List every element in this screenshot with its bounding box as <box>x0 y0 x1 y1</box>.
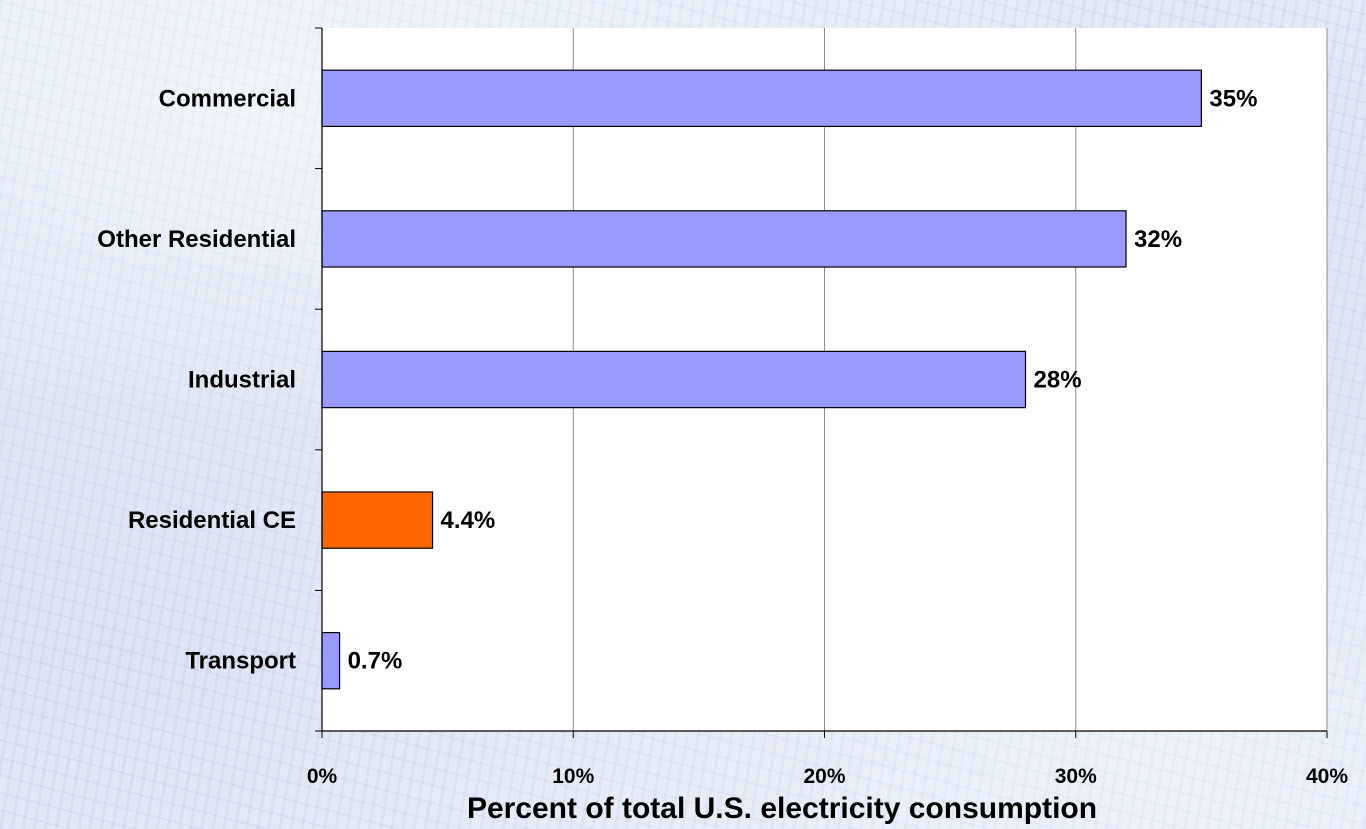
data-label: 28% <box>1034 367 1082 394</box>
data-label: 4.4% <box>441 507 496 534</box>
x-tick-label: 40% <box>1306 765 1348 788</box>
bar-residential-ce <box>321 491 434 549</box>
bar-industrial <box>321 350 1027 409</box>
category-label: Residential CE <box>128 507 296 534</box>
category-label: Commercial <box>159 85 296 112</box>
x-tick-label: 20% <box>803 765 845 788</box>
category-label: Transport <box>185 648 296 675</box>
data-label: 35% <box>1209 85 1257 112</box>
x-tick-label: 30% <box>1055 765 1097 788</box>
bar-other-residential <box>321 210 1127 268</box>
bar-transport <box>321 631 341 690</box>
bar-commercial <box>321 69 1202 128</box>
x-tick-label: 10% <box>552 765 594 788</box>
labels: 0% 10% 20% 30% 40% Commercial 35% Other Residen… <box>97 85 1348 788</box>
category-label: Industrial <box>188 367 296 394</box>
bars <box>321 69 1202 690</box>
axes <box>315 27 1328 738</box>
data-label: 0.7% <box>348 648 403 675</box>
x-axis-title: Percent of total U.S. electricity consum… <box>467 792 1097 825</box>
category-label: Other Residential <box>97 226 296 253</box>
x-tick-label: 0% <box>307 765 338 788</box>
data-label: 32% <box>1134 226 1182 253</box>
